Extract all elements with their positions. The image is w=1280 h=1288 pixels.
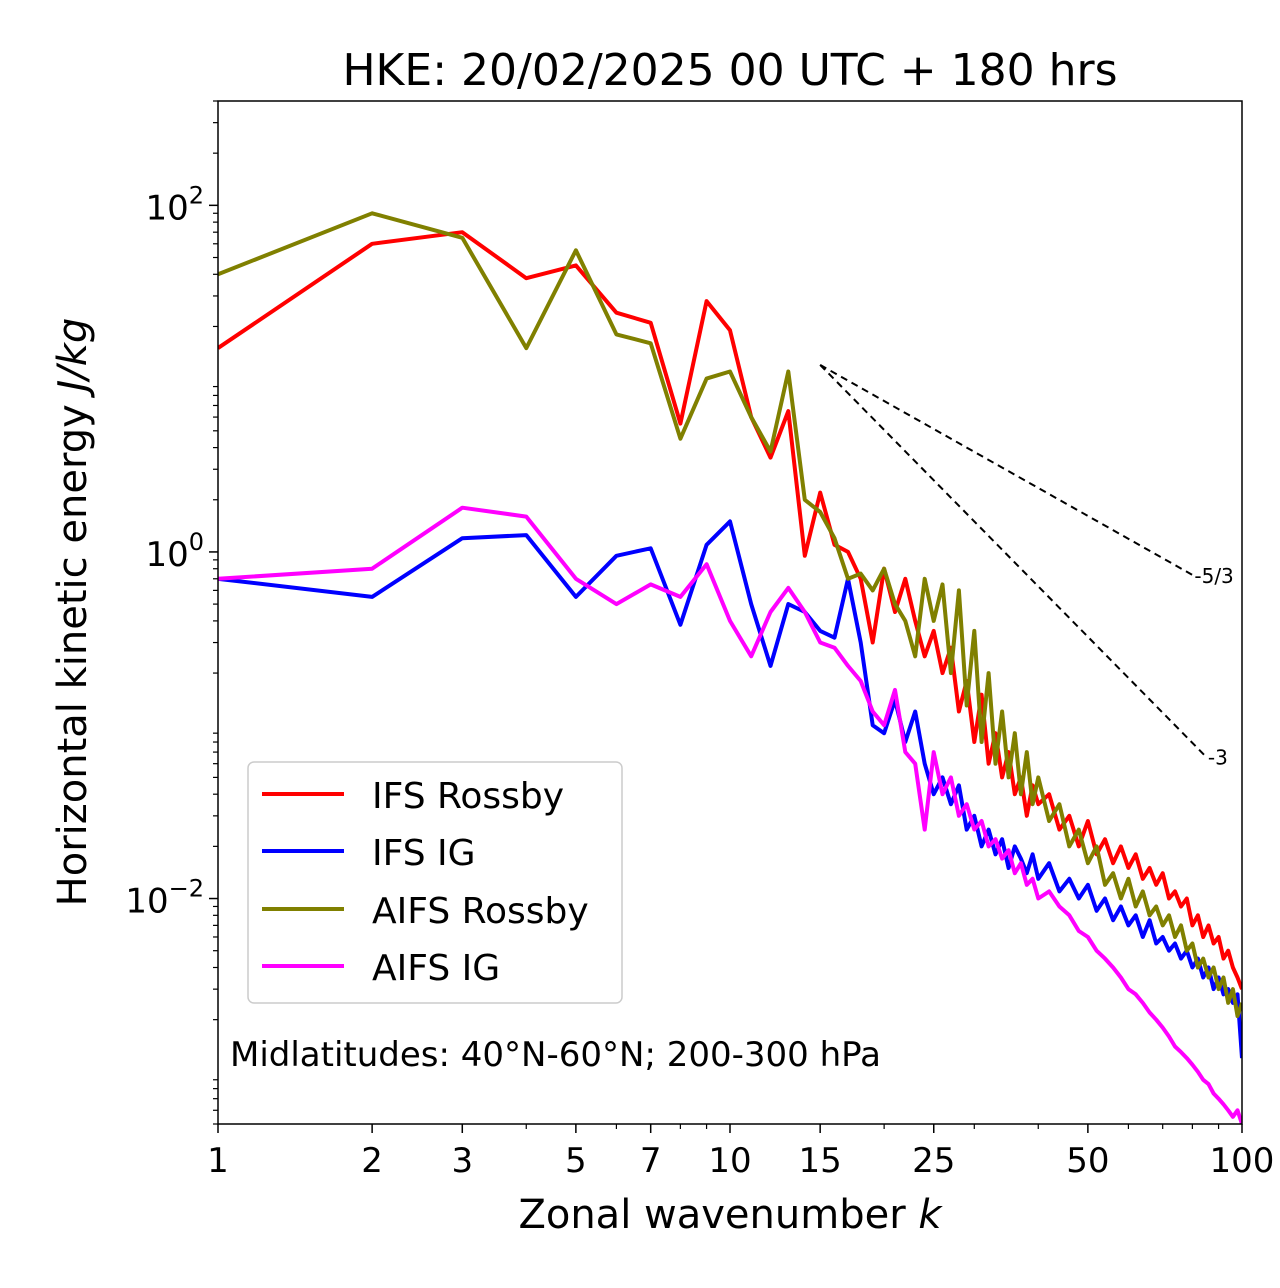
slope-labels: -5/3 -3 [1194,564,1233,770]
x-tick-label: 1 [207,1141,229,1181]
x-tick-label: 2 [361,1141,383,1181]
slope-label-5-3: -5/3 [1194,564,1233,588]
x-tick-label: 7 [640,1141,662,1181]
slope-label-3: -3 [1208,746,1228,770]
x-tick-label: 25 [912,1141,955,1181]
x-tick-label: 10 [708,1141,751,1181]
slope-line-3 [819,364,1207,758]
y-axis-ticks: 102 100 10−2 [125,100,218,1125]
series-line-aifs-ig [218,505,1242,1124]
chart-title: HKE: 20/02/2025 00 UTC + 180 hrs [342,45,1117,96]
y-axis-label-unit: J/kg [50,318,96,399]
y-tick-label: 102 [145,181,204,228]
x-axis-label-text: Zonal wavenumber [518,1192,906,1238]
legend-label-ifs-ig: IFS IG [372,833,476,874]
y-axis-label-text: Horizontal kinetic energy [50,404,96,906]
series-lines [218,211,1242,1124]
y-tick-label: 10−2 [125,875,204,922]
series-line-aifs-rossby [218,211,1242,1018]
legend-frame [247,761,623,1004]
reference-slopes [819,364,1207,758]
x-tick-label: 3 [451,1141,473,1181]
x-tick-label: 50 [1066,1141,1109,1181]
legend-label-ifs-rossby: IFS Rossby [372,776,564,817]
series-line-ifs-rossby [218,230,1242,990]
x-tick-label: 15 [799,1141,842,1181]
region-annotation: Midlatitudes: 40°N-60°N; 200-300 hPa [230,1035,881,1075]
y-tick-label: 100 [145,528,204,575]
x-tick-label: 5 [565,1141,587,1181]
x-axis-label-var: k [918,1192,943,1238]
legend: IFS Rossby IFS IG AIFS Rossby AIFS IG [247,761,623,1004]
y-axis-label: Horizontal kinetic energy J/kg [50,318,96,907]
x-axis-label: Zonal wavenumber k [518,1192,943,1238]
x-axis-ticks: 1 2 3 5 7 10 15 25 50 100 [207,1124,1274,1181]
legend-label-aifs-ig: AIFS IG [372,948,500,989]
legend-label-aifs-rossby: AIFS Rossby [372,891,589,932]
x-tick-label: 100 [1210,1141,1275,1181]
